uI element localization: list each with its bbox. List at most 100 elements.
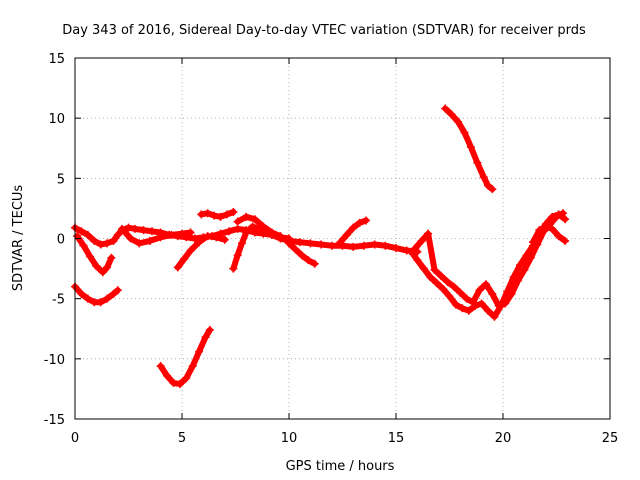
data-point	[417, 236, 426, 245]
x-tick-label: 10	[281, 431, 298, 446]
data-point	[98, 268, 107, 277]
data-point	[336, 238, 345, 247]
data-point	[222, 210, 231, 219]
y-tick-label: 0	[57, 233, 65, 248]
data-point	[139, 226, 148, 235]
data-point	[103, 263, 112, 272]
data-point	[113, 230, 122, 239]
y-tick-label: 10	[48, 112, 65, 127]
data-point	[148, 227, 157, 236]
data-point	[295, 238, 304, 247]
data-point	[479, 173, 488, 182]
data-point	[175, 380, 184, 389]
data-point	[118, 224, 127, 233]
data-point	[370, 240, 379, 249]
data-point	[458, 304, 467, 313]
y-tick-label: 15	[48, 52, 65, 67]
data-point	[79, 241, 88, 250]
data-point	[449, 282, 458, 291]
data-point	[411, 244, 420, 253]
data-point	[90, 236, 99, 245]
data-point	[513, 276, 522, 285]
data-point	[456, 288, 465, 297]
x-tick-label: 0	[71, 431, 79, 446]
series-track-3	[71, 282, 122, 307]
data-point	[77, 289, 86, 298]
data-point	[507, 289, 516, 298]
data-point	[526, 253, 535, 262]
data-point	[103, 294, 112, 303]
data-point	[182, 374, 191, 383]
data-point	[304, 256, 313, 265]
data-point	[359, 241, 368, 250]
data-point	[409, 250, 418, 259]
x-tick-label: 5	[178, 431, 186, 446]
data-point	[126, 234, 135, 243]
data-point	[462, 294, 471, 303]
data-point	[109, 236, 118, 245]
data-point	[188, 362, 197, 371]
data-point	[237, 239, 246, 248]
data-point	[327, 241, 336, 250]
data-point	[248, 222, 257, 231]
series-track-15	[441, 104, 497, 194]
data-point	[520, 265, 529, 274]
data-point	[466, 143, 475, 152]
data-point	[77, 227, 86, 236]
data-point	[381, 241, 390, 250]
series-track-11	[336, 216, 371, 247]
data-point	[297, 251, 306, 260]
x-tick-label: 20	[495, 431, 512, 446]
data-point	[250, 215, 259, 224]
data-point	[475, 286, 484, 295]
x-tick-label: 15	[388, 431, 405, 446]
data-point	[225, 227, 234, 236]
data-point	[216, 212, 225, 221]
data-point	[85, 252, 94, 261]
data-point	[195, 347, 204, 356]
data-point	[83, 294, 92, 303]
data-point	[233, 251, 242, 260]
series-track-4	[118, 224, 195, 248]
y-tick-label: -10	[44, 353, 65, 368]
data-point	[488, 289, 497, 298]
data-point	[464, 306, 473, 315]
data-point	[203, 232, 212, 241]
x-axis-label: GPS time / hours	[286, 459, 395, 474]
data-point	[145, 236, 154, 245]
data-point	[432, 279, 441, 288]
data-point	[561, 236, 570, 245]
data-point	[451, 300, 460, 309]
series-track-5	[156, 325, 214, 389]
data-point	[402, 246, 411, 255]
data-point	[355, 218, 364, 227]
data-point	[163, 371, 172, 380]
data-point	[113, 286, 122, 295]
data-point	[548, 224, 557, 233]
data-point	[439, 285, 448, 294]
data-point	[561, 215, 570, 224]
data-point	[516, 260, 525, 269]
data-point	[501, 299, 510, 308]
series-track-14	[528, 222, 570, 247]
series-layer	[71, 104, 570, 389]
series-track-7	[197, 208, 238, 221]
data-point	[528, 238, 537, 247]
x-tick-label: 25	[602, 431, 619, 446]
data-point	[203, 209, 212, 218]
data-point	[259, 222, 268, 231]
data-point	[349, 223, 358, 232]
data-point	[130, 224, 139, 233]
data-point	[96, 298, 105, 307]
series-band	[530, 223, 569, 246]
data-point	[169, 378, 178, 387]
data-point	[481, 280, 490, 289]
data-point	[484, 306, 493, 315]
data-point	[201, 333, 210, 342]
data-point	[276, 232, 285, 241]
series-track-9	[233, 212, 285, 241]
data-point	[210, 211, 219, 220]
data-point	[558, 209, 567, 218]
data-point	[554, 232, 563, 241]
data-point	[413, 256, 422, 265]
